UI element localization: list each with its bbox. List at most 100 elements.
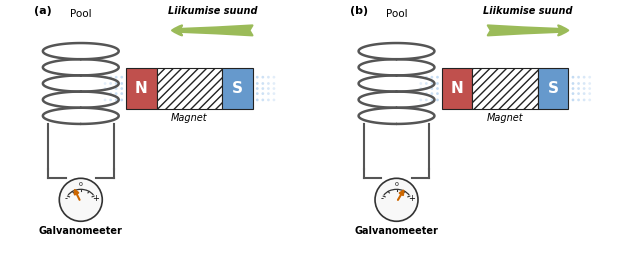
Bar: [472, 68, 538, 109]
Circle shape: [430, 82, 433, 85]
Bar: [442, 68, 472, 109]
Circle shape: [109, 99, 112, 101]
Circle shape: [430, 92, 433, 95]
Circle shape: [436, 87, 439, 90]
Circle shape: [582, 76, 586, 78]
Bar: [223, 68, 253, 109]
Text: Pool: Pool: [386, 9, 408, 19]
Circle shape: [577, 99, 580, 101]
Circle shape: [420, 76, 422, 78]
Circle shape: [104, 82, 106, 85]
Circle shape: [588, 92, 591, 95]
Text: -: -: [381, 194, 383, 203]
Circle shape: [572, 76, 574, 78]
Text: S: S: [232, 81, 243, 96]
Circle shape: [425, 76, 428, 78]
Circle shape: [120, 92, 123, 95]
Circle shape: [262, 92, 264, 95]
Text: S: S: [548, 81, 559, 96]
Text: Magnet: Magnet: [487, 112, 523, 123]
Circle shape: [436, 76, 439, 78]
Circle shape: [114, 99, 118, 101]
Circle shape: [577, 92, 580, 95]
Circle shape: [272, 76, 276, 78]
Circle shape: [256, 99, 259, 101]
Circle shape: [267, 87, 270, 90]
Circle shape: [262, 99, 264, 101]
Text: -: -: [65, 194, 68, 203]
Circle shape: [104, 99, 106, 101]
Circle shape: [120, 87, 123, 90]
Circle shape: [109, 92, 112, 95]
Circle shape: [588, 82, 591, 85]
Circle shape: [420, 99, 422, 101]
Circle shape: [262, 87, 264, 90]
Circle shape: [572, 99, 574, 101]
Circle shape: [114, 92, 118, 95]
Circle shape: [120, 76, 123, 78]
Circle shape: [262, 76, 264, 78]
Circle shape: [109, 82, 112, 85]
Text: Liikumise suund: Liikumise suund: [167, 6, 257, 16]
Text: N: N: [451, 81, 464, 96]
Circle shape: [572, 82, 574, 85]
Circle shape: [430, 99, 433, 101]
Circle shape: [420, 92, 422, 95]
Circle shape: [109, 76, 112, 78]
Text: Magnet: Magnet: [171, 112, 208, 123]
Circle shape: [430, 87, 433, 90]
Circle shape: [114, 76, 118, 78]
Bar: [126, 68, 157, 109]
Circle shape: [120, 82, 123, 85]
Circle shape: [267, 82, 270, 85]
Text: Galvanomeeter: Galvanomeeter: [355, 226, 438, 236]
Bar: [157, 68, 223, 109]
Circle shape: [577, 82, 580, 85]
Circle shape: [582, 99, 586, 101]
Circle shape: [577, 76, 580, 78]
Circle shape: [109, 87, 112, 90]
Circle shape: [572, 92, 574, 95]
Text: +: +: [408, 194, 415, 203]
Circle shape: [425, 99, 428, 101]
Circle shape: [267, 99, 270, 101]
Circle shape: [262, 82, 264, 85]
Circle shape: [436, 82, 439, 85]
Circle shape: [572, 87, 574, 90]
Text: Pool: Pool: [70, 9, 92, 19]
Circle shape: [582, 87, 586, 90]
Circle shape: [588, 76, 591, 78]
Circle shape: [425, 87, 428, 90]
Circle shape: [588, 87, 591, 90]
Circle shape: [267, 76, 270, 78]
Circle shape: [59, 178, 103, 221]
Text: (a): (a): [34, 6, 52, 16]
Circle shape: [272, 82, 276, 85]
Text: (b): (b): [350, 6, 368, 16]
Circle shape: [272, 92, 276, 95]
Circle shape: [120, 99, 123, 101]
Circle shape: [436, 99, 439, 101]
Circle shape: [582, 82, 586, 85]
Circle shape: [582, 92, 586, 95]
Circle shape: [256, 82, 259, 85]
Text: Liikumise suund: Liikumise suund: [483, 6, 573, 16]
Circle shape: [420, 87, 422, 90]
Circle shape: [436, 92, 439, 95]
Circle shape: [104, 87, 106, 90]
Circle shape: [577, 87, 580, 90]
Circle shape: [272, 87, 276, 90]
Circle shape: [425, 92, 428, 95]
Text: Galvanomeeter: Galvanomeeter: [39, 226, 123, 236]
Circle shape: [430, 76, 433, 78]
Circle shape: [425, 82, 428, 85]
Circle shape: [114, 82, 118, 85]
Text: 0: 0: [79, 182, 83, 187]
Bar: [538, 68, 569, 109]
Circle shape: [114, 87, 118, 90]
Circle shape: [267, 92, 270, 95]
Circle shape: [104, 76, 106, 78]
Circle shape: [256, 87, 259, 90]
Text: N: N: [135, 81, 148, 96]
Circle shape: [256, 92, 259, 95]
